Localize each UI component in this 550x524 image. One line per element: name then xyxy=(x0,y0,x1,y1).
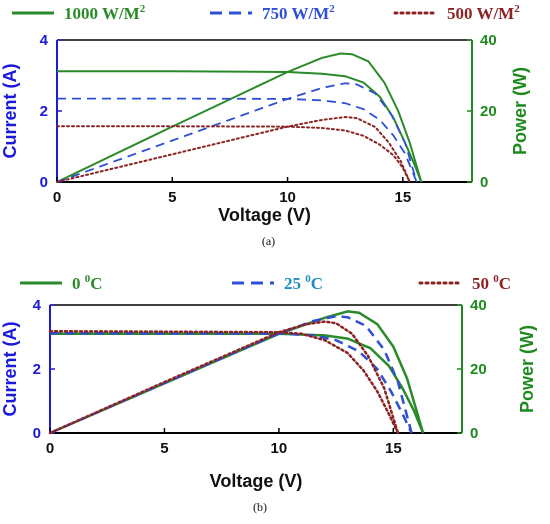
right-y-axis-title: Power (W) xyxy=(510,67,530,155)
x-tick-label: 5 xyxy=(160,440,168,457)
x-tick-label: 0 xyxy=(53,189,61,206)
x-axis-title: Voltage (V) xyxy=(218,205,311,225)
series-line-current xyxy=(56,125,411,183)
series-line-current xyxy=(57,70,423,183)
right-y-tick-label: 40 xyxy=(480,32,497,49)
subfigure-label: (b) xyxy=(253,500,267,514)
x-axis-title: Voltage (V) xyxy=(210,471,303,491)
right-y-tick-label: 0 xyxy=(480,174,488,191)
series-line-current xyxy=(57,97,418,183)
x-tick-label: 0 xyxy=(46,440,54,457)
left-y-tick-label: 2 xyxy=(33,361,41,378)
left-y-axis-title: Current (A) xyxy=(0,64,20,159)
series-line-current xyxy=(49,331,413,434)
legend-label: 25 0C xyxy=(284,273,323,293)
right-y-tick-label: 20 xyxy=(470,361,487,378)
right-y-tick-label: 0 xyxy=(470,425,478,442)
x-tick-label: 10 xyxy=(279,189,296,206)
x-tick-label: 15 xyxy=(385,440,402,457)
left-y-tick-label: 4 xyxy=(33,297,42,314)
legend-label: 0 0C xyxy=(72,273,103,293)
x-tick-label: 15 xyxy=(394,189,411,206)
x-tick-label: 10 xyxy=(271,440,288,457)
series-line-power xyxy=(56,115,411,183)
series-line-power xyxy=(48,320,400,435)
series-line-current xyxy=(48,329,400,435)
series-line-power xyxy=(56,52,423,183)
x-tick-label: 5 xyxy=(168,189,176,206)
left-y-tick-label: 4 xyxy=(40,32,49,49)
right-y-axis-title: Power (W) xyxy=(517,325,537,413)
series-line-power xyxy=(49,310,425,435)
series-line-power xyxy=(56,82,418,183)
right-y-tick-label: 20 xyxy=(480,103,497,120)
legend-label: 1000 W/M2 xyxy=(64,3,146,23)
subfigure-label: (a) xyxy=(262,234,275,248)
left-y-tick-label: 2 xyxy=(40,103,48,120)
legend-label: 50 0C xyxy=(472,273,511,293)
series-line-current xyxy=(50,332,425,434)
right-y-tick-label: 40 xyxy=(470,297,487,314)
legend-label: 750 W/M2 xyxy=(262,3,335,23)
legend-label: 500 W/M2 xyxy=(447,3,520,23)
left-y-tick-label: 0 xyxy=(40,174,48,191)
left-y-axis-title: Current (A) xyxy=(0,322,20,417)
left-y-tick-label: 0 xyxy=(33,425,41,442)
